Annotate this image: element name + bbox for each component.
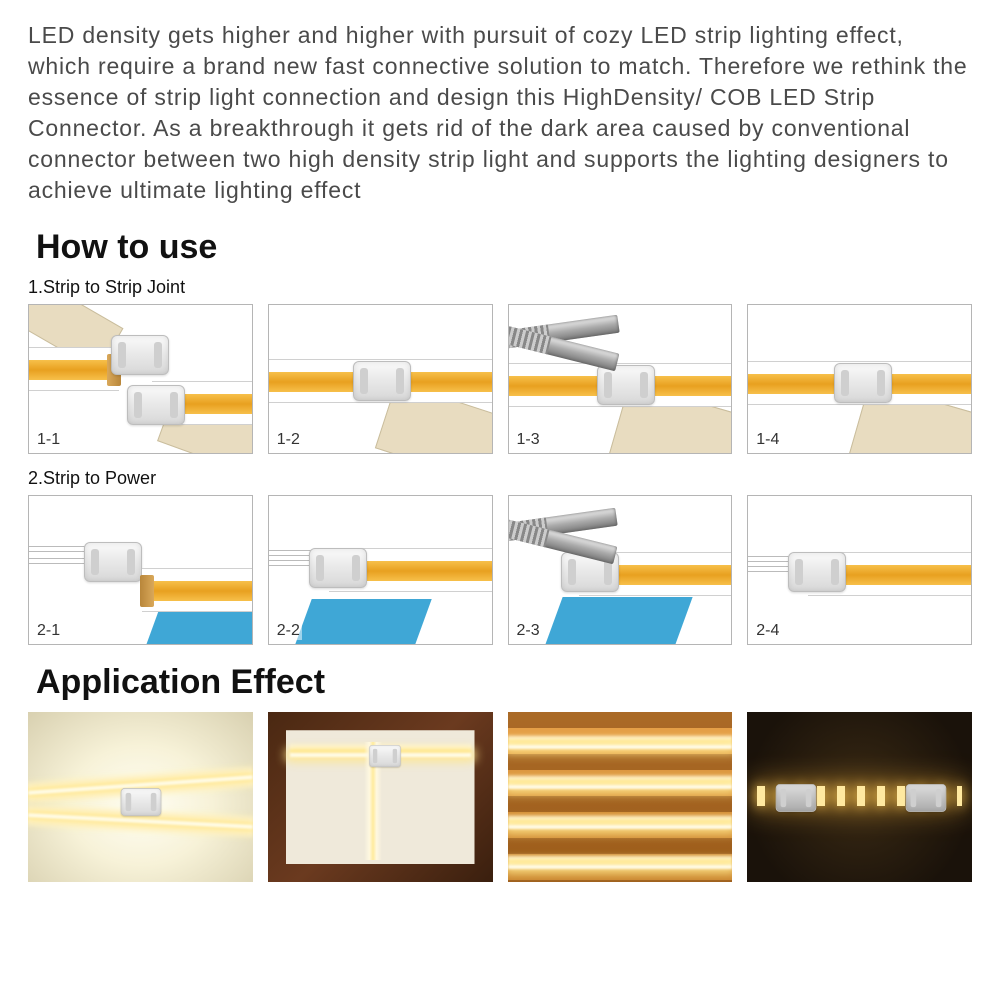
connector-icon — [353, 361, 411, 401]
connector-icon — [834, 363, 892, 403]
step-cell-1-2: 1-2 — [268, 304, 493, 454]
connector-icon — [597, 365, 655, 405]
step-cell-1-1: 1-1 — [28, 304, 253, 454]
how-to-use-row-2: 2-1 2-2 2-3 2-4 — [28, 495, 972, 645]
step-cell-2-4: 2-4 — [747, 495, 972, 645]
blue-tape-icon — [286, 599, 431, 645]
step-label: 2-4 — [754, 622, 781, 640]
step-label: 2-3 — [515, 622, 542, 640]
step-cell-1-3: 1-3 — [508, 304, 733, 454]
step-label: 1-3 — [515, 431, 542, 449]
connector-icon — [906, 784, 947, 812]
connector-icon — [309, 548, 367, 588]
how-to-use-heading: How to use — [36, 228, 972, 267]
connector-icon — [84, 542, 142, 582]
connector-icon — [111, 335, 169, 375]
connector-icon — [776, 784, 817, 812]
step-cell-2-3: 2-3 — [508, 495, 733, 645]
step-label: 2-2 — [275, 622, 302, 640]
step-cell-2-1: 2-1 — [28, 495, 253, 645]
connector-icon — [121, 788, 162, 816]
led-strip-icon — [28, 347, 119, 391]
step-label: 1-1 — [35, 431, 62, 449]
power-wire-icon — [28, 558, 89, 564]
connector-icon — [788, 552, 846, 592]
intro-paragraph: LED density gets higher and higher with … — [28, 20, 972, 206]
step-cell-1-4: 1-4 — [747, 304, 972, 454]
step-label: 1-4 — [754, 431, 781, 449]
strip-to-power-subheading: 2.Strip to Power — [28, 468, 972, 489]
application-sample-4 — [747, 712, 972, 882]
connector-icon — [369, 745, 401, 767]
strip-to-strip-subheading: 1.Strip to Strip Joint — [28, 277, 972, 298]
led-strip-icon — [142, 568, 253, 612]
connector-icon — [127, 385, 185, 425]
application-sample-2 — [268, 712, 493, 882]
application-sample-3 — [508, 712, 733, 882]
step-label: 1-2 — [275, 431, 302, 449]
application-effect-heading: Application Effect — [36, 663, 972, 702]
step-cell-2-2: 2-2 — [268, 495, 493, 645]
power-wire-icon — [28, 546, 89, 552]
blue-tape-icon — [535, 597, 692, 645]
how-to-use-row-1: 1-1 1-2 1-3 1-4 — [28, 304, 972, 454]
application-sample-1 — [28, 712, 253, 882]
step-label: 2-1 — [35, 622, 62, 640]
product-info-page: LED density gets higher and higher with … — [0, 0, 1000, 882]
application-effect-row — [28, 712, 972, 882]
